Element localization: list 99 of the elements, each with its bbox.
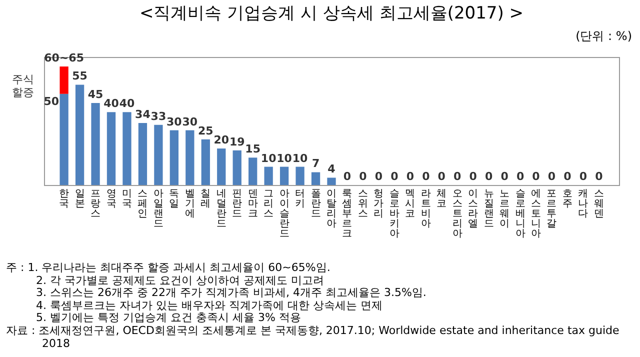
x-tick-label: 슬로바키아: [389, 188, 400, 240]
data-label: 0: [374, 170, 383, 183]
bar: [201, 139, 210, 185]
x-tick-label: 프랑스: [90, 188, 101, 220]
data-label: 0: [484, 170, 493, 183]
bar: [91, 102, 100, 185]
x-tick-label: 영국: [106, 188, 116, 210]
data-label: 34: [135, 108, 151, 122]
bar: [280, 166, 289, 185]
bar: [217, 148, 226, 185]
bar: [60, 94, 68, 185]
data-label: 7: [312, 157, 320, 170]
bar: [60, 66, 68, 94]
x-tick-label: 체코: [436, 188, 447, 210]
text: 주 : 1. 우리나라는 최대주주 할증 과세시 최고세율이 60~65%임.: [6, 261, 332, 275]
bar: [264, 166, 273, 185]
data-label: 20: [214, 134, 230, 147]
x-tick-label: 칠레: [200, 188, 211, 210]
data-label: 0: [454, 170, 462, 183]
data-label: 40: [104, 97, 120, 110]
data-label: 0: [548, 170, 556, 183]
bar: [327, 178, 336, 185]
x-tick-label: 네덜란드: [216, 188, 226, 230]
bar: [122, 112, 132, 185]
data-label: 30: [166, 115, 182, 128]
x-tick-label: 룩셈부르크: [342, 188, 352, 240]
data-label: 0: [595, 170, 604, 183]
x-tick-label: 그리스: [264, 188, 274, 220]
x-tick-label: 호주: [562, 188, 572, 210]
data-label: 0: [500, 170, 509, 183]
x-tick-label: 이스라엘: [468, 188, 478, 230]
data-label: 0: [469, 170, 478, 183]
data-label: 15: [245, 142, 260, 156]
text: 3. 스위스는 26개주 중 22개 주가 직계가족 비과세, 4개주 최고세율은 3.5%임.: [35, 286, 428, 300]
text: 주식 할증: [12, 73, 34, 100]
data-label: 19: [229, 135, 245, 148]
data-label: 33: [150, 110, 166, 123]
x-tick-label: 캐나다: [578, 188, 588, 220]
bar: [106, 112, 116, 185]
text: 5. 벨기에는 특정 기업승계 요건 충족시 세율 3% 적용: [35, 311, 302, 325]
x-tick-label: 미국: [122, 188, 132, 210]
data-label: 0: [422, 170, 430, 183]
data-label: 0: [438, 170, 446, 183]
x-tick-label: 이탈리아: [326, 188, 336, 230]
x-tick-label: 아이슬란드: [279, 188, 290, 240]
annotation: 60~65: [44, 51, 84, 64]
data-label: 45: [88, 88, 104, 101]
bar: [154, 124, 163, 185]
data-label: 10: [276, 152, 292, 165]
data-label: 0: [406, 170, 414, 183]
x-tick-label: 에스토니아: [531, 188, 542, 240]
data-label: 10: [292, 152, 308, 165]
data-label: 0: [390, 170, 399, 183]
data-label: 0: [359, 170, 368, 183]
x-tick-label: 헝가리: [374, 188, 384, 220]
data-label: 0: [579, 170, 588, 183]
x-tick-label: 폴란드: [310, 188, 321, 220]
x-tick-label: 독일: [169, 188, 180, 210]
bar: [170, 130, 179, 185]
x-tick-label: 스페인: [138, 188, 148, 220]
text: 자료 : 조세재정연구원, OECD회원국의 조세통계로 본 국제동향, 2017.10; Worldwide estate and inheritance tax guide 2018: [6, 324, 620, 350]
data-label: 0: [532, 170, 540, 183]
x-tick-label: 스웨덴: [594, 188, 604, 220]
x-tick-label: 포르투갈: [546, 188, 557, 230]
text: 2. 각 국가별로 공제제도 요건이 상이하여 공제제도 미고려: [35, 274, 325, 288]
text: 4. 룩셈부르크는 자녀가 있는 배우자와 직계가족에 대한 상속세는 면제: [35, 298, 384, 312]
bar: [311, 172, 320, 185]
x-tick-label: 멕시코: [405, 188, 416, 220]
bar: [248, 158, 258, 185]
data-label: 0: [343, 170, 352, 183]
bar: [75, 84, 84, 185]
x-tick-label: 스위스: [358, 188, 368, 220]
x-tick-label: 일본: [74, 188, 85, 210]
chart-title: <직계비속 기업승계 시 상속세 최고세율(2017) >: [139, 3, 524, 24]
data-label: 0: [564, 170, 572, 183]
x-tick-label: 뉴질랜드: [484, 188, 494, 230]
data-label: 40: [119, 97, 135, 110]
data-label: 30: [182, 115, 198, 128]
x-tick-label: 라트비아: [420, 188, 431, 230]
data-label: 10: [260, 152, 277, 165]
x-tick-label: 핀란드: [232, 188, 242, 220]
x-tick-label: 터키: [295, 188, 306, 210]
x-tick-label: 아일랜드: [153, 188, 164, 230]
bar: [296, 166, 304, 185]
bar: [186, 130, 194, 185]
text: (단위 : %): [576, 28, 632, 45]
x-tick-label: 덴마크: [248, 188, 258, 220]
x-tick-label: 오스트리아: [452, 188, 462, 240]
data-label: 0: [516, 170, 524, 183]
data-label: 4: [328, 162, 336, 176]
x-tick-label: 노르웨이: [500, 188, 510, 230]
bar: [232, 150, 242, 185]
x-tick-label: 한국: [59, 188, 70, 210]
data-label: 25: [198, 124, 214, 138]
bar: [138, 123, 148, 185]
x-tick-label: 벨기에: [184, 188, 195, 220]
x-tick-label: 슬로베니아: [515, 188, 526, 240]
data-label: 55: [72, 70, 88, 83]
data-label: 50: [44, 94, 60, 108]
